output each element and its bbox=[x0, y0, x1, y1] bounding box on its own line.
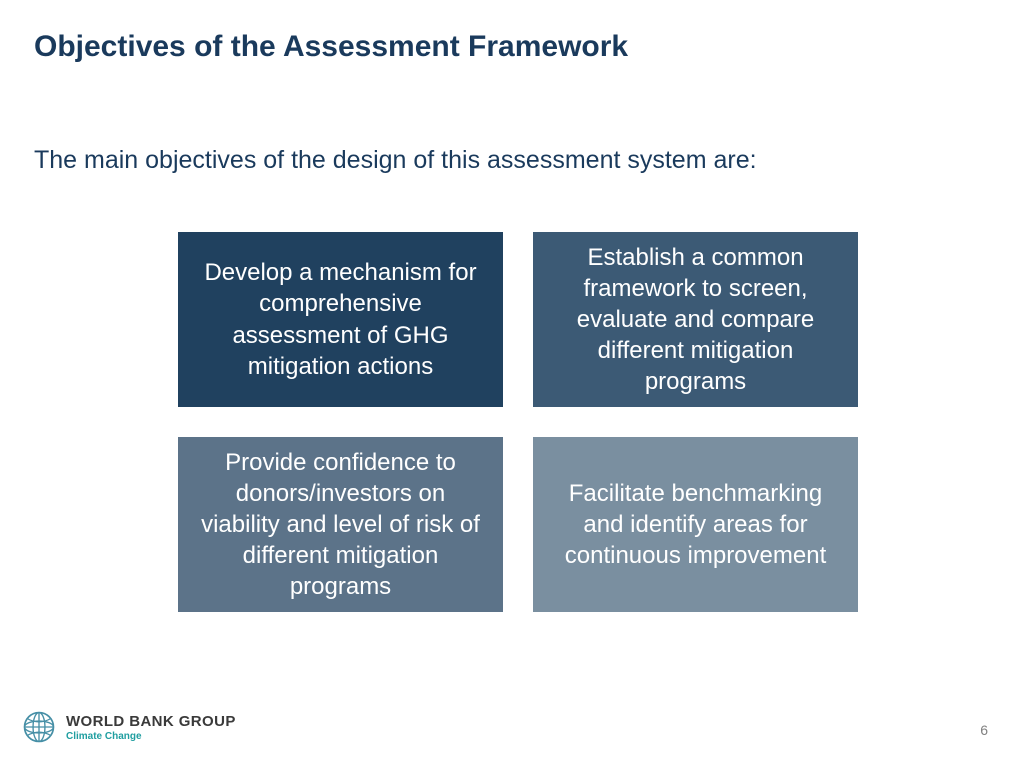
brand-text: WORLD BANK GROUP Climate Change bbox=[66, 713, 236, 742]
slide-title: Objectives of the Assessment Framework bbox=[34, 30, 628, 64]
brand-sub: Climate Change bbox=[66, 731, 236, 742]
slide-subtitle: The main objectives of the design of thi… bbox=[34, 146, 757, 175]
footer-brand: WORLD BANK GROUP Climate Change bbox=[22, 710, 236, 744]
objective-box: Establish a common framework to screen, … bbox=[533, 232, 858, 407]
objective-box: Develop a mechanism for comprehensive as… bbox=[178, 232, 503, 407]
brand-main: WORLD BANK GROUP bbox=[66, 713, 236, 730]
objective-box: Provide confidence to donors/investors o… bbox=[178, 437, 503, 612]
page-number: 6 bbox=[980, 722, 988, 738]
slide: Objectives of the Assessment Framework T… bbox=[0, 0, 1024, 768]
objective-box: Facilitate benchmarking and identify are… bbox=[533, 437, 858, 612]
objectives-grid: Develop a mechanism for comprehensive as… bbox=[178, 232, 858, 612]
globe-icon bbox=[22, 710, 56, 744]
